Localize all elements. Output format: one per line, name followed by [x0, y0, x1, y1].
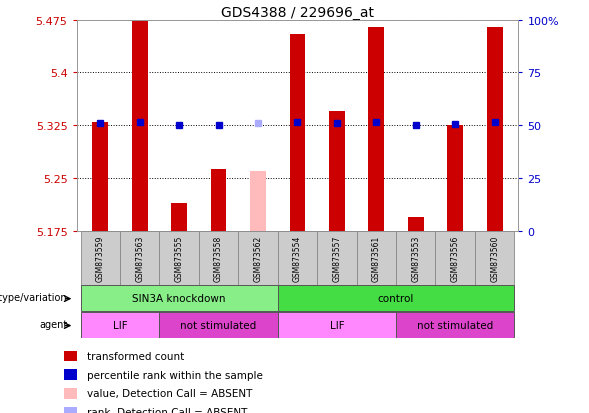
Bar [278, 231, 317, 285]
Text: genotype/variation: genotype/variation [0, 292, 67, 302]
Bar [447, 126, 463, 231]
Bar [92, 123, 108, 231]
Text: value, Detection Call = ABSENT: value, Detection Call = ABSENT [87, 388, 253, 399]
Bar [278, 312, 396, 338]
Bar [171, 203, 187, 231]
Text: agent: agent [39, 319, 67, 329]
Bar [211, 169, 226, 231]
Text: GSM873553: GSM873553 [411, 235, 421, 281]
Text: GSM873556: GSM873556 [451, 235, 459, 281]
Title: GDS4388 / 229696_at: GDS4388 / 229696_at [221, 6, 374, 20]
Bar [290, 35, 305, 231]
Bar [81, 231, 120, 285]
Text: GSM873557: GSM873557 [332, 235, 342, 281]
Bar [396, 231, 435, 285]
Bar [120, 231, 160, 285]
Bar [239, 231, 278, 285]
Bar [64, 351, 77, 361]
Bar [408, 217, 423, 231]
Bar [475, 231, 514, 285]
Bar [160, 312, 278, 338]
Text: GSM873554: GSM873554 [293, 235, 302, 281]
Text: transformed count: transformed count [87, 351, 185, 361]
Text: SIN3A knockdown: SIN3A knockdown [133, 293, 226, 304]
Bar [317, 231, 356, 285]
Bar [396, 312, 514, 338]
Bar [64, 370, 77, 380]
Text: GSM873562: GSM873562 [253, 235, 263, 281]
Bar [199, 231, 239, 285]
Bar [278, 285, 514, 311]
Bar [356, 231, 396, 285]
Text: rank, Detection Call = ABSENT: rank, Detection Call = ABSENT [87, 407, 248, 413]
Bar [64, 407, 77, 413]
Text: not stimulated: not stimulated [180, 320, 257, 330]
Text: LIF: LIF [112, 320, 127, 330]
Text: GSM873558: GSM873558 [214, 235, 223, 281]
Bar [64, 388, 77, 399]
Bar [369, 28, 384, 231]
Bar [435, 231, 475, 285]
Bar [81, 285, 278, 311]
Text: GSM873555: GSM873555 [174, 235, 184, 281]
Text: GSM873559: GSM873559 [96, 235, 105, 281]
Bar [487, 28, 502, 231]
Text: control: control [378, 293, 414, 304]
Bar [132, 21, 148, 231]
Text: LIF: LIF [330, 320, 344, 330]
Text: GSM873561: GSM873561 [372, 235, 381, 281]
Bar [329, 112, 345, 231]
Text: not stimulated: not stimulated [417, 320, 494, 330]
Text: GSM873560: GSM873560 [490, 235, 499, 281]
Bar [160, 231, 199, 285]
Bar [250, 172, 266, 231]
Text: percentile rank within the sample: percentile rank within the sample [87, 370, 263, 380]
Text: GSM873563: GSM873563 [135, 235, 144, 281]
Bar [81, 312, 160, 338]
